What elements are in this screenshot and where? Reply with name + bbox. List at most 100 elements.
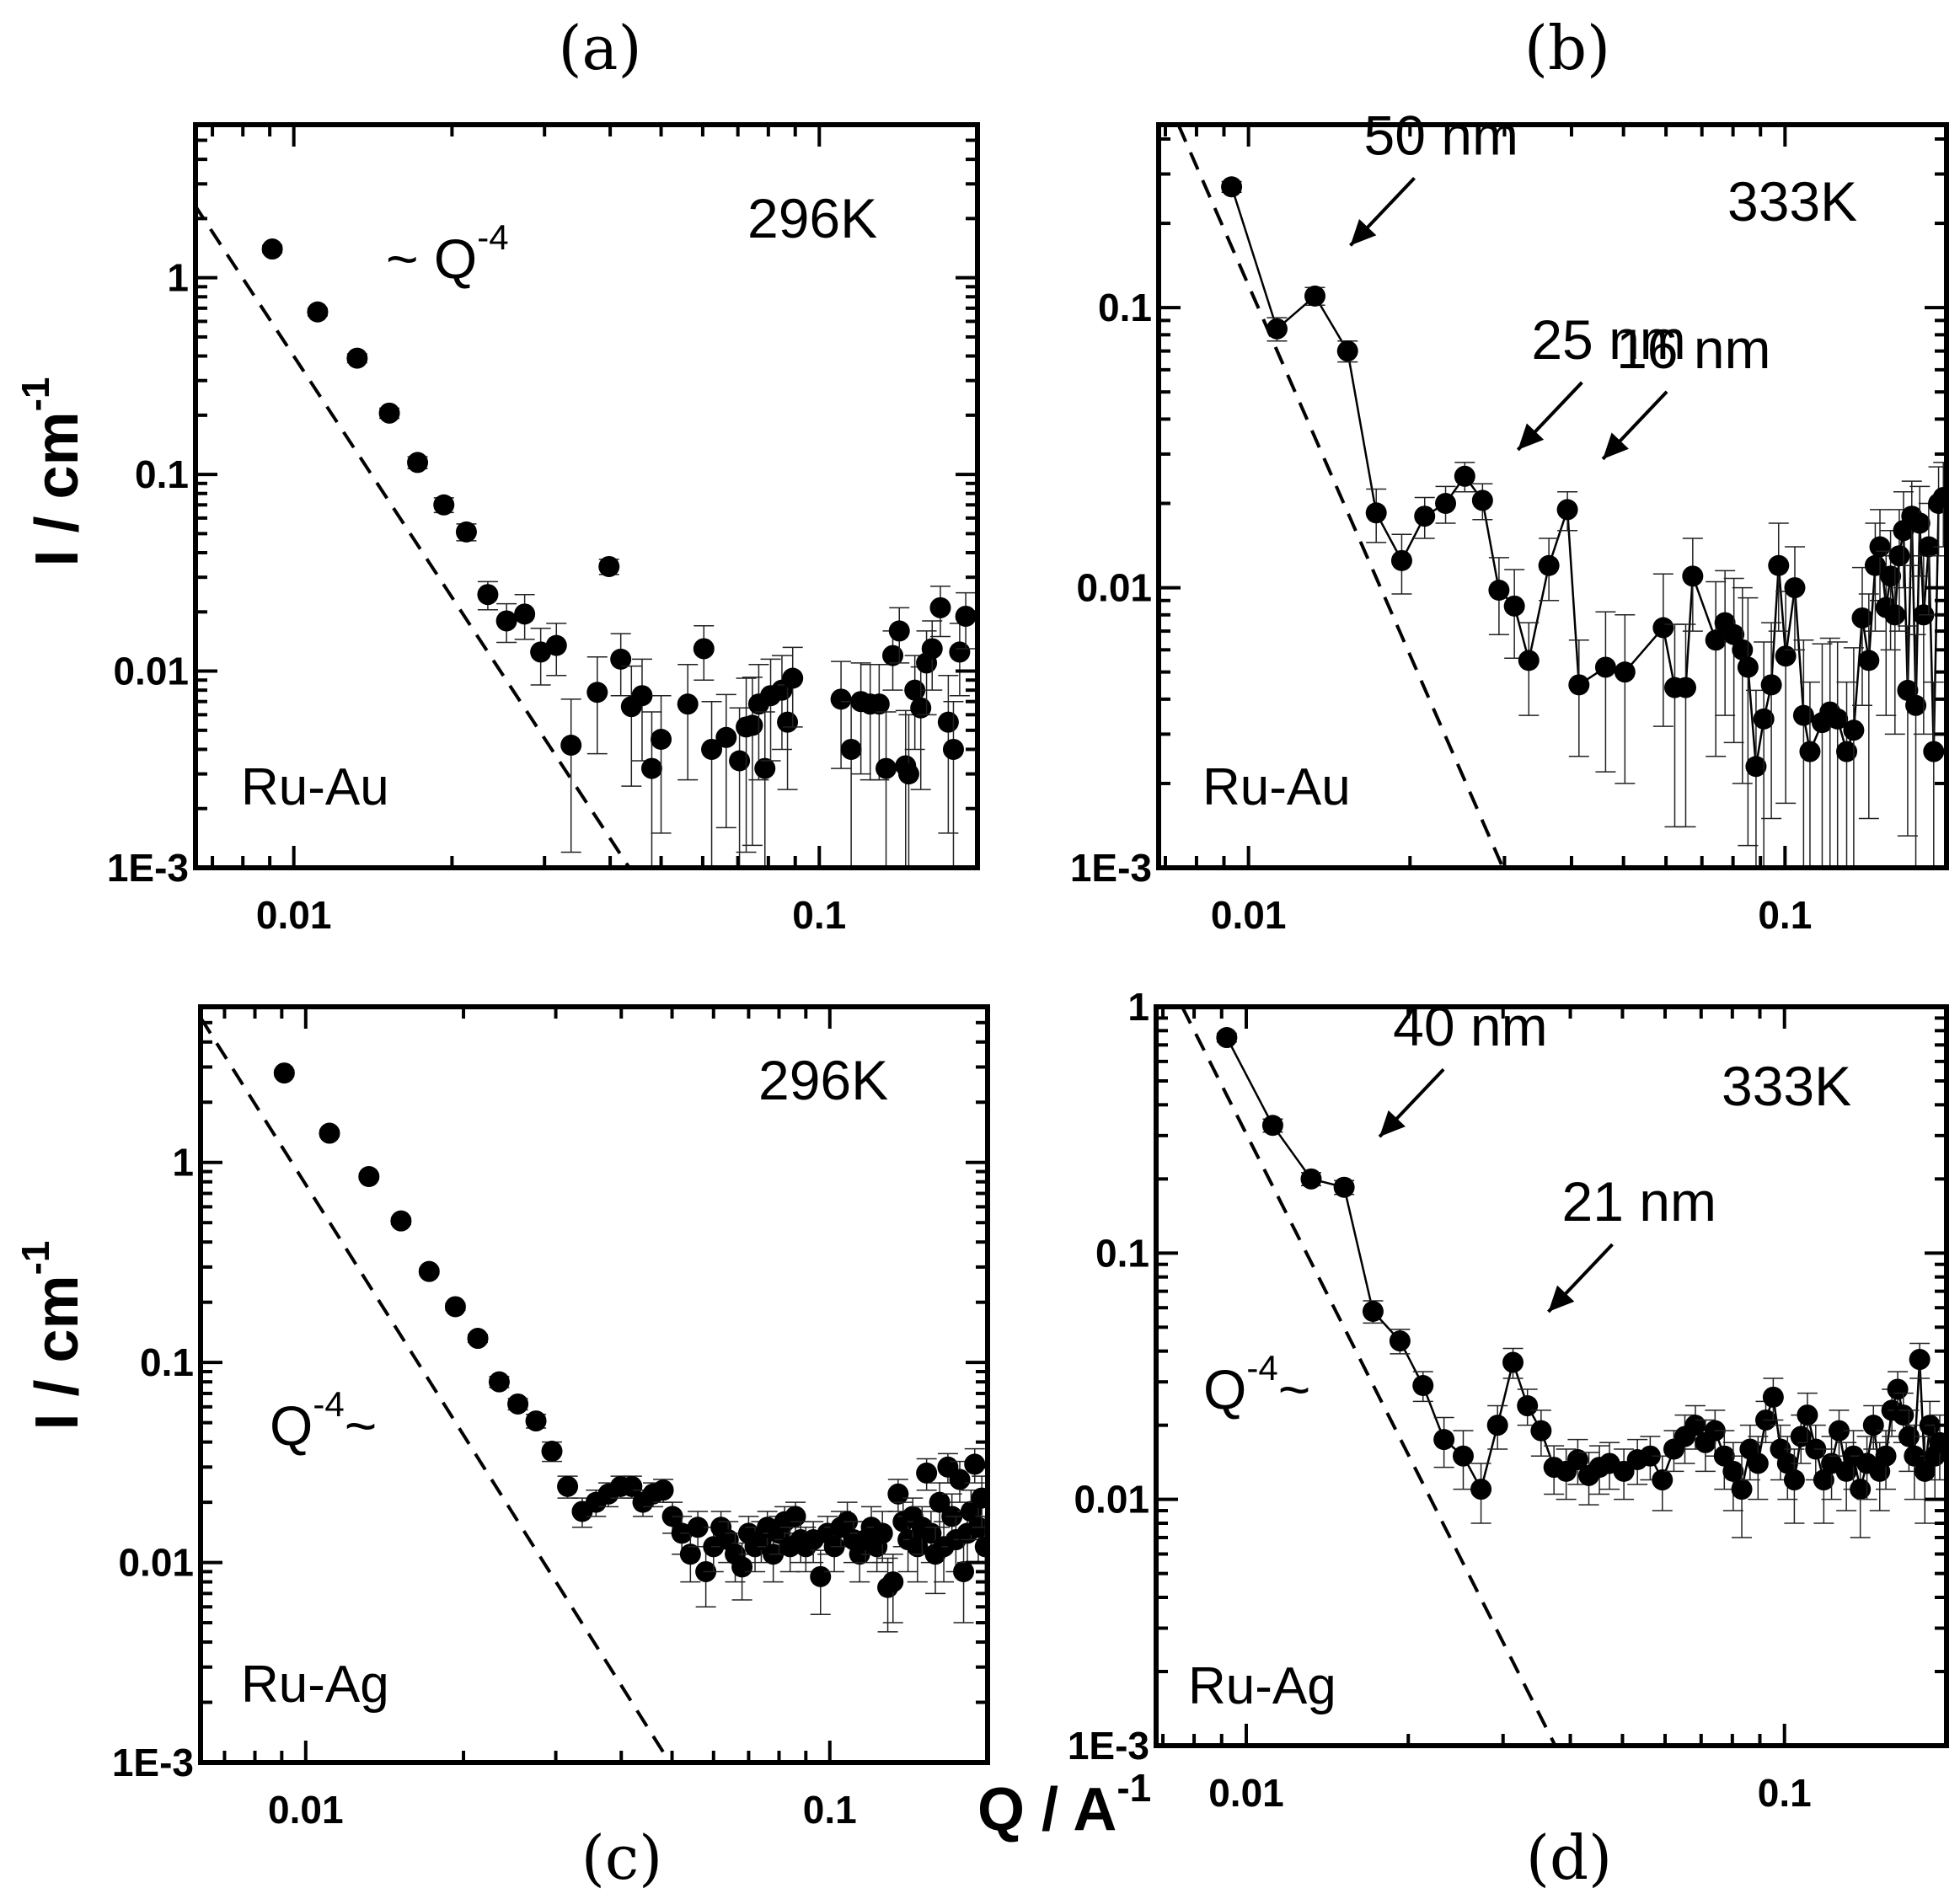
data-point-b-3: [1336, 340, 1358, 362]
data-point-d-44: [1828, 1420, 1850, 1442]
reference-line-c: [201, 1016, 672, 1763]
error-bar-b-51: [1905, 634, 1926, 868]
data-point-c-19: [652, 1479, 674, 1501]
reference-line-d: [1181, 1007, 1557, 1746]
data-point-d-54: [1893, 1404, 1914, 1426]
error-bar-a-18: [641, 711, 662, 868]
data-point-c-76: [974, 1536, 988, 1558]
sample-label-c: Ru-Ag: [241, 1656, 389, 1714]
data-point-d-33: [1747, 1452, 1769, 1474]
data-point-b-16: [1594, 656, 1616, 678]
error-bar-a-20: [677, 663, 699, 781]
error-bar-b-15: [1568, 639, 1589, 757]
data-point-d-58: [1914, 1460, 1936, 1482]
error-bar-b-26: [1738, 596, 1759, 847]
error-bar-a-29: [760, 658, 781, 762]
y-axis-label-top-sup: -1: [13, 377, 57, 412]
y-tick-label-d: 0.01: [1074, 1478, 1149, 1522]
y-tick-label-c: 0.1: [140, 1340, 194, 1384]
data-point-b-47: [1888, 545, 1910, 567]
reference-line-b: [1176, 125, 1505, 868]
sample-label-a: Ru-Au: [241, 758, 389, 816]
plot-content-c: [201, 1016, 988, 1763]
data-point-d-7: [1433, 1429, 1455, 1451]
data-point-b-5: [1390, 549, 1412, 571]
plot-frame-c: [198, 1004, 990, 1765]
data-point-c-54: [882, 1571, 904, 1593]
data-point-a-33: [830, 688, 852, 710]
x-tick-label-d: 0.01: [1208, 1771, 1284, 1815]
data-point-a-32: [782, 667, 804, 689]
data-point-b-38: [1836, 741, 1858, 762]
data-point-d-53: [1887, 1378, 1909, 1400]
data-point-c-61: [916, 1462, 938, 1484]
data-point-d-11: [1502, 1351, 1524, 1373]
error-bar-b-24: [1723, 577, 1744, 744]
data-point-d-3: [1333, 1176, 1355, 1198]
error-bar-a-41: [895, 709, 916, 868]
data-point-d-37: [1776, 1452, 1798, 1474]
data-point-a-5: [433, 494, 455, 516]
data-point-c-73: [964, 1453, 986, 1475]
plot-content-a: [195, 203, 977, 868]
data-point-c-52: [871, 1522, 893, 1544]
plot-area-a: 0.01 0.1 1E-3 0.01 0.1 1: [107, 122, 980, 937]
error-bar-a-30: [771, 655, 792, 751]
error-bar-a-34: [841, 700, 862, 868]
data-point-d-31: [1731, 1479, 1753, 1500]
data-point-d-42: [1813, 1469, 1834, 1491]
error-bar-b-16: [1595, 611, 1616, 773]
data-point-a-43: [904, 679, 926, 701]
error-bar-a-22: [701, 700, 722, 868]
data-point-a-13: [586, 682, 608, 703]
data-point-b-26: [1737, 656, 1759, 678]
plot-frame-a: [193, 122, 980, 870]
data-point-b-54: [1918, 536, 1940, 558]
data-point-a-14: [598, 555, 620, 577]
data-point-b-6: [1414, 506, 1436, 527]
error-bar-a-42: [898, 714, 919, 868]
data-point-d-5: [1389, 1330, 1411, 1352]
data-point-a-4: [407, 452, 429, 473]
error-bar-a-35: [850, 662, 871, 775]
x-tick-label-c: 0.01: [268, 1788, 344, 1832]
data-point-a-8: [495, 610, 517, 632]
data-point-a-2: [346, 347, 368, 369]
data-point-b-45: [1880, 565, 1902, 587]
data-point-c-29: [731, 1556, 753, 1578]
data-point-d-6: [1412, 1374, 1434, 1396]
y-axis-label-bottom-text: I / cm: [24, 1275, 91, 1430]
data-point-a-21: [693, 638, 715, 660]
slope-label-d-suffix: ~: [1278, 1358, 1311, 1420]
data-point-b-11: [1503, 595, 1525, 617]
x-tick-label-a: 0.01: [256, 893, 332, 937]
data-point-a-6: [455, 521, 477, 543]
annotation-b-0: 50 nm: [1349, 104, 1518, 247]
temperature-label-d: 333K: [1722, 1055, 1851, 1117]
plot-area-c: 0.01 0.1 1E-3 0.01 0.1 1: [112, 1004, 990, 1832]
data-point-b-1: [1266, 318, 1288, 340]
data-point-c-59: [907, 1536, 929, 1558]
data-point-c-2: [358, 1166, 380, 1188]
data-point-d-38: [1783, 1469, 1805, 1491]
slope-label-d-text: Q: [1203, 1358, 1246, 1420]
panel-c: (c) 0.01 0.1 1E-3 0.01 0.1 1 296K Ru-Ag Q-4~: [112, 1004, 990, 1893]
slope-label-c-sup: -4: [313, 1384, 344, 1424]
x-tick-label-d: 0.1: [1758, 1771, 1812, 1815]
data-point-b-41: [1858, 650, 1880, 671]
data-point-a-0: [261, 238, 283, 260]
data-point-a-46: [921, 638, 943, 660]
y-tick-label-b: 0.01: [1076, 566, 1152, 610]
y-tick-label-a: 0.01: [113, 650, 189, 693]
x-axis-label-text: Q / A: [977, 1776, 1117, 1843]
data-point-b-31: [1775, 645, 1797, 667]
y-axis-label-top: I / cm-1: [13, 377, 91, 567]
data-point-a-34: [840, 738, 862, 760]
panel-label-b: (b): [1524, 13, 1610, 83]
data-point-b-7: [1435, 493, 1457, 515]
data-point-d-16: [1566, 1448, 1588, 1470]
error-bar-a-36: [860, 663, 881, 781]
y-tick-label-c: 0.01: [118, 1541, 194, 1585]
data-point-b-20: [1674, 677, 1696, 698]
data-point-d-51: [1875, 1445, 1897, 1467]
